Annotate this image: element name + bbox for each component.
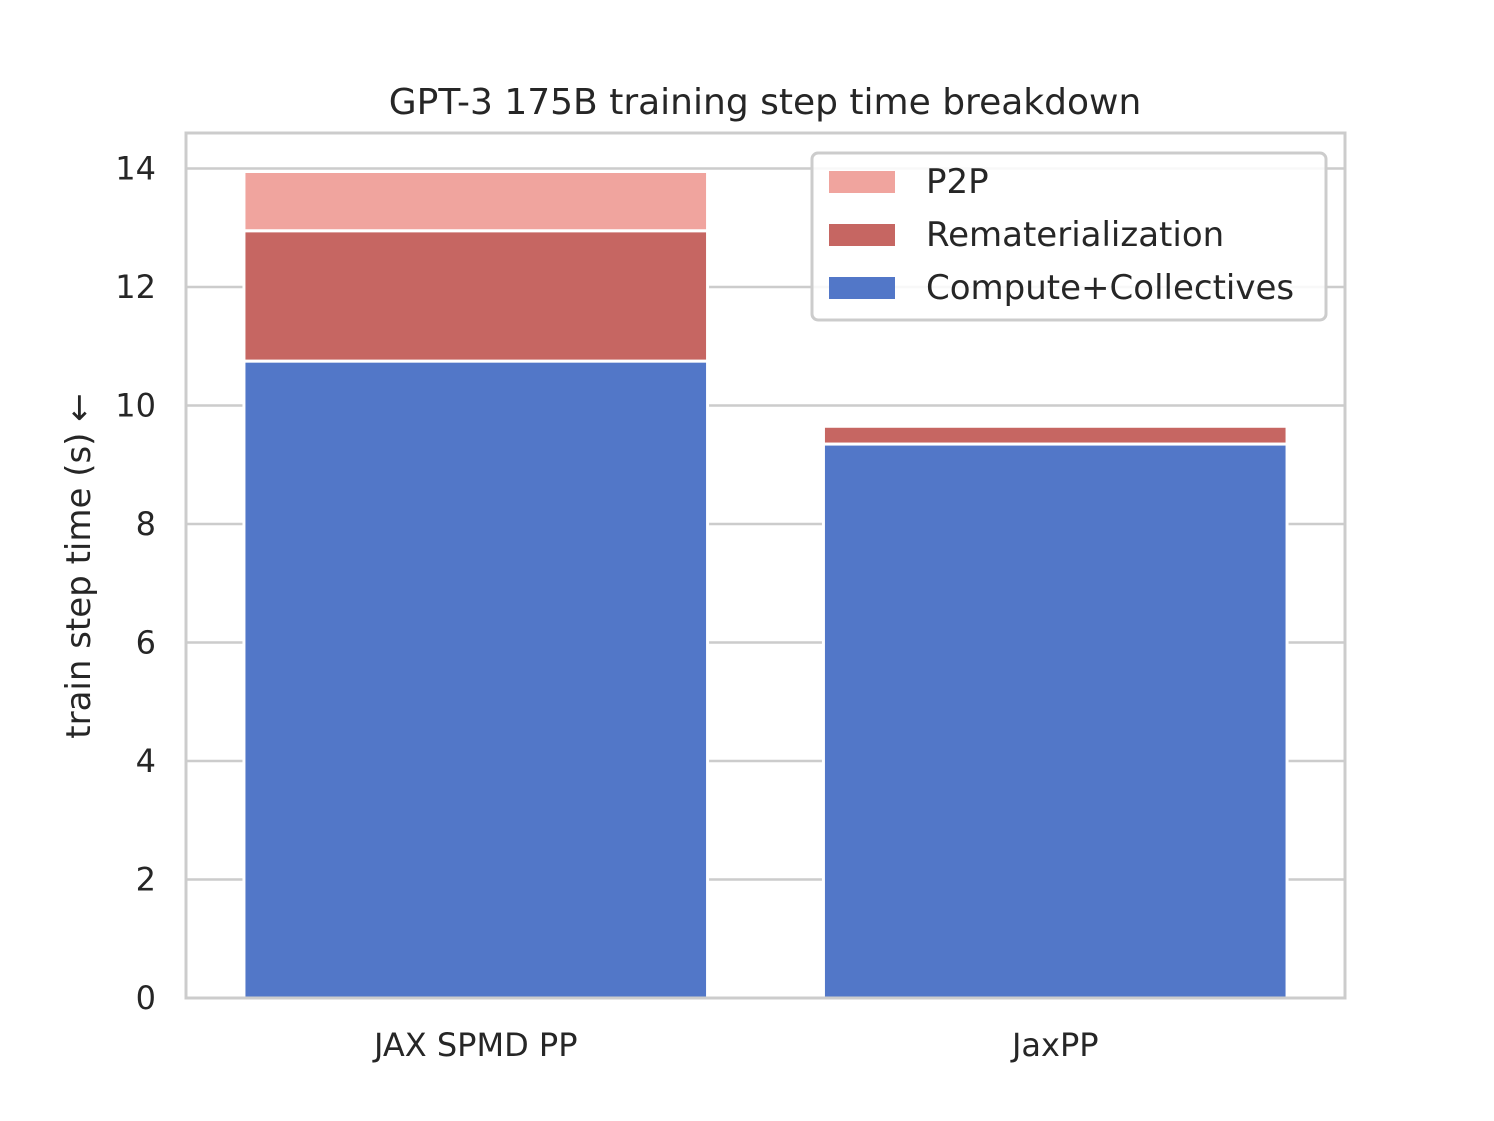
y-tick-label: 0 xyxy=(136,979,156,1017)
y-tick-label: 12 xyxy=(115,268,156,306)
bar-segment-rematerialization xyxy=(242,229,710,363)
y-axis-label: train step time (s) ← xyxy=(59,393,99,738)
legend-swatch xyxy=(829,171,895,193)
legend-swatch xyxy=(829,277,895,299)
y-tick-label: 8 xyxy=(136,505,156,543)
bar-segment-rematerialization xyxy=(821,424,1289,446)
y-tick-label: 6 xyxy=(136,624,156,662)
y-tick-label: 10 xyxy=(115,387,156,425)
y-tick-label: 2 xyxy=(136,861,156,899)
bar-segment-p2p xyxy=(242,170,710,233)
y-axis-ticks: 0 2 4 6 8 10 12 14 xyxy=(115,150,156,1017)
legend-label: P2P xyxy=(926,162,989,202)
legend-label: Rematerialization xyxy=(926,215,1224,255)
bar-segment-compute-collectives xyxy=(821,442,1289,1000)
x-tick-label: JAX SPMD PP xyxy=(372,1026,577,1064)
legend: P2P Rematerialization Compute+Collectives xyxy=(810,151,1328,322)
plot-frame xyxy=(184,131,1347,1000)
y-tick-label: 4 xyxy=(136,742,156,780)
bar-segment-compute-collectives xyxy=(242,359,710,1000)
x-tick-label: JaxPP xyxy=(1010,1026,1099,1064)
legend-label: Compute+Collectives xyxy=(926,268,1294,308)
y-tick-label: 14 xyxy=(115,150,156,188)
legend-box xyxy=(810,151,1328,322)
legend-swatch xyxy=(829,224,895,246)
chart-title: GPT-3 175B training step time breakdown xyxy=(389,82,1142,123)
x-axis-ticks: JAX SPMD PP JaxPP xyxy=(372,1026,1099,1064)
bars xyxy=(242,170,1289,1000)
